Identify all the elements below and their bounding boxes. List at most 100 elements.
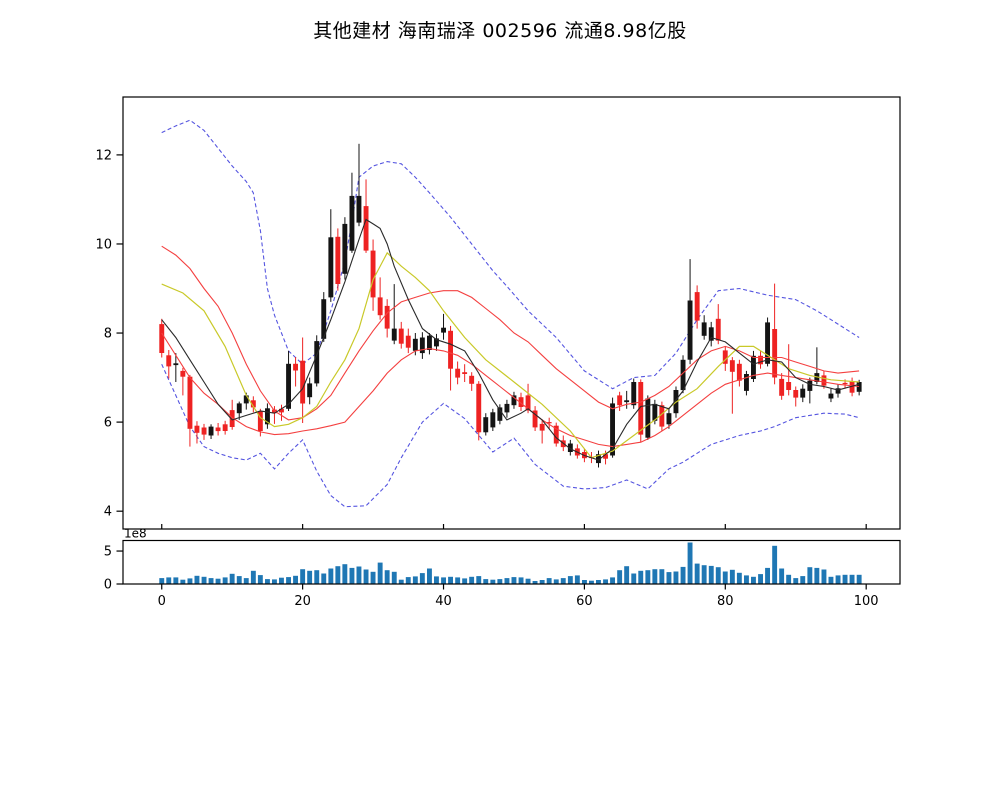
candle-down	[455, 368, 461, 378]
candle-up	[624, 400, 630, 403]
candle-up	[511, 395, 517, 406]
candle-up	[342, 223, 348, 274]
volume-bar	[469, 576, 475, 585]
volume-bar	[349, 567, 355, 584]
candle-up	[800, 388, 806, 398]
svg-text:10: 10	[95, 237, 112, 252]
candle-down	[546, 422, 552, 424]
volume-bar	[610, 577, 615, 584]
volume-bar	[441, 577, 446, 584]
volume-bar	[744, 575, 749, 584]
volume-bar	[391, 571, 397, 584]
volume-bar	[800, 576, 806, 584]
price-y-axis: 4 6 8 10 12	[95, 148, 123, 520]
candle-down	[553, 425, 559, 444]
candle-down	[222, 424, 228, 431]
candle-up	[321, 299, 327, 339]
volume-bar	[321, 573, 327, 584]
candle-up	[856, 382, 862, 392]
volume-bar	[490, 579, 496, 584]
candle-down	[779, 378, 785, 396]
volume-bar	[504, 578, 510, 584]
volume-bar	[589, 580, 594, 584]
volume-bar	[229, 573, 235, 584]
volume-bar	[617, 570, 623, 584]
candle-up	[307, 383, 313, 398]
volume-bar	[687, 542, 693, 584]
volume-y-axis: 0 5 1e8	[104, 527, 147, 593]
volume-bar	[250, 570, 256, 584]
candle-up	[687, 300, 693, 360]
candle-up	[328, 237, 334, 298]
candle-up	[236, 403, 242, 414]
volume-bar	[546, 578, 552, 584]
axes-group	[122, 96, 901, 585]
volume-bar	[511, 577, 517, 584]
volume-bar	[666, 572, 672, 584]
candle-down	[229, 410, 235, 427]
candle-down	[180, 370, 186, 377]
candle-up	[631, 382, 637, 406]
volume-bar	[574, 575, 580, 584]
volume-bar	[243, 578, 249, 584]
volume-bar	[680, 566, 686, 584]
candle-up	[243, 395, 249, 404]
volume-bar	[201, 576, 207, 585]
volume-bar	[582, 580, 587, 584]
candle-down	[729, 360, 735, 372]
volume-bar	[553, 579, 559, 584]
bollinger-bands	[161, 119, 860, 508]
volume-bar	[208, 578, 214, 584]
volume-bar	[638, 570, 644, 584]
volume-bar	[448, 576, 453, 585]
svg-text:0: 0	[158, 594, 166, 609]
volume-bar	[722, 571, 728, 584]
price-x-ticks	[161, 524, 867, 529]
volume-bar	[835, 575, 841, 584]
volume-bar	[560, 578, 566, 584]
candle-down	[772, 329, 778, 378]
volume-bar	[673, 571, 679, 584]
candle-down	[377, 297, 383, 316]
volume-bar	[715, 567, 721, 584]
candle-down	[617, 395, 623, 406]
volume-bar	[215, 578, 221, 584]
candle-up	[751, 355, 756, 379]
volume-bar	[236, 576, 242, 584]
candle-up	[596, 454, 601, 464]
volume-bar	[772, 545, 778, 584]
candle-down	[363, 206, 369, 251]
candle-up	[412, 338, 418, 351]
candle-up	[645, 398, 651, 438]
volume-bar	[405, 577, 411, 584]
volume-bar	[842, 574, 848, 584]
svg-text:40: 40	[435, 594, 452, 609]
volume-bar	[180, 579, 186, 584]
volume-bar	[286, 577, 291, 584]
candle-up	[610, 403, 615, 456]
volume-bar	[377, 562, 383, 584]
candle-down	[194, 425, 200, 433]
candle-up	[652, 403, 658, 421]
volume-bar	[279, 577, 284, 584]
svg-text:8: 8	[104, 327, 112, 342]
candle-down	[539, 423, 545, 431]
svg-text:100: 100	[854, 594, 879, 609]
volume-bar	[807, 567, 813, 584]
volume-bars-group	[159, 542, 862, 585]
candle-down	[279, 408, 284, 413]
volume-bar	[631, 573, 637, 584]
volume-bar	[363, 569, 369, 584]
candle-up	[567, 443, 573, 452]
candle-down	[166, 355, 172, 367]
volume-bar	[328, 568, 334, 584]
moving-average-lines	[161, 218, 860, 461]
volume-bar	[786, 574, 792, 584]
candle-down	[476, 383, 482, 433]
volume-offset-label: 1e8	[124, 527, 147, 541]
volume-bar	[356, 566, 362, 584]
volume-bar	[567, 576, 573, 584]
volume-bar	[652, 569, 658, 584]
volume-bar	[701, 565, 707, 584]
